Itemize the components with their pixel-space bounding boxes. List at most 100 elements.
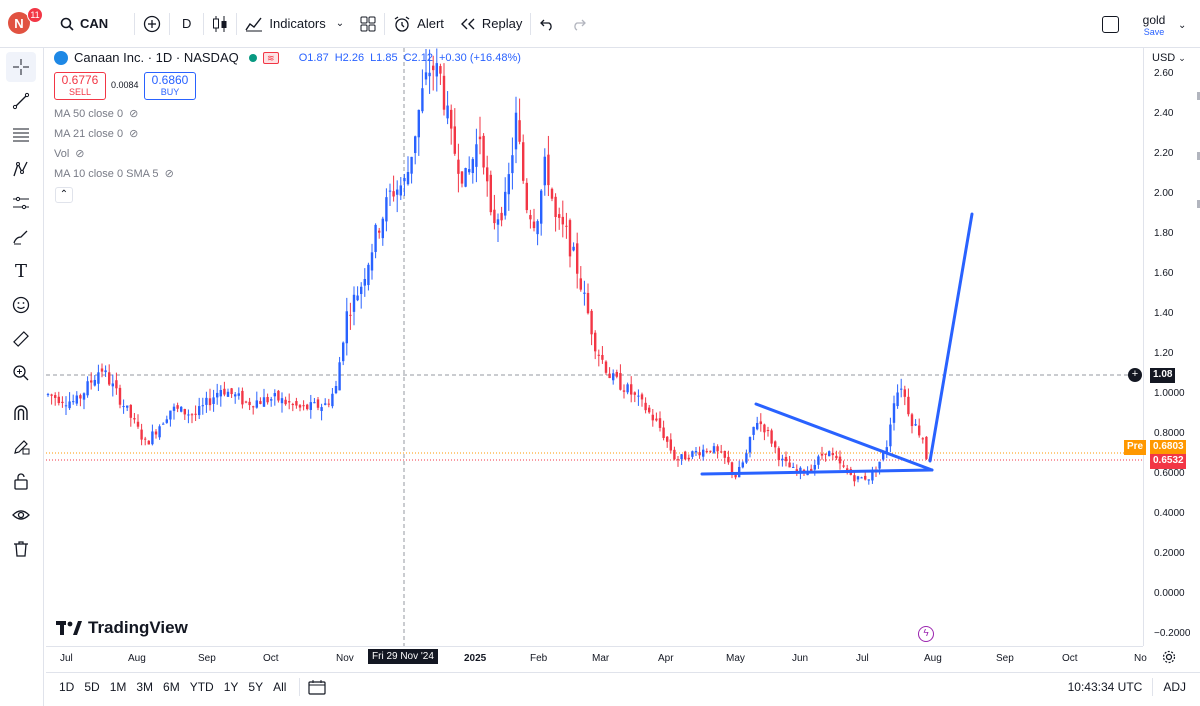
range-5y[interactable]: 5Y: [248, 679, 264, 694]
candle-body: [586, 292, 590, 314]
indicator-ma50[interactable]: MA 50 close 0 ⊘: [54, 107, 139, 121]
time-tick: Apr: [658, 653, 674, 664]
eye-off-icon[interactable]: ⊘: [75, 148, 85, 160]
redo-button[interactable]: [563, 8, 595, 40]
candle-body: [482, 135, 485, 168]
compare-button[interactable]: [135, 8, 169, 40]
candle-body: [662, 427, 665, 438]
range-1d[interactable]: 1D: [59, 679, 75, 694]
candle-body: [460, 171, 464, 184]
candle-body: [698, 452, 701, 456]
delete-tool[interactable]: [6, 534, 36, 564]
add-plus-icon[interactable]: +: [1128, 368, 1142, 382]
alert-button[interactable]: Alert: [385, 8, 452, 40]
eye-off-icon[interactable]: ⊘: [164, 168, 174, 180]
settings-gear-icon[interactable]: [1162, 650, 1176, 667]
crosshair-tool[interactable]: [6, 52, 36, 82]
replay-button[interactable]: Replay: [452, 8, 530, 40]
candle-body: [331, 393, 334, 407]
indicators-button[interactable]: Indicators ⌄: [237, 8, 352, 40]
pattern-tool[interactable]: [6, 154, 36, 184]
candle-body: [428, 72, 431, 77]
support-line[interactable]: [700, 468, 934, 476]
candle-body: [651, 414, 654, 421]
candle-body: [824, 453, 827, 455]
chevron-down-icon[interactable]: ⌄: [1178, 20, 1187, 31]
layouts-button[interactable]: [352, 8, 384, 40]
collapse-legend-button[interactable]: ⌃: [55, 187, 73, 203]
divider: [1152, 677, 1154, 696]
symbol-search-button[interactable]: CAN: [52, 8, 134, 40]
undo-button[interactable]: [531, 8, 563, 40]
candle-body: [381, 218, 384, 239]
lock-tool[interactable]: [6, 466, 36, 496]
calendar-range-icon[interactable]: [308, 679, 327, 695]
lock-drawings-pen-tool[interactable]: [6, 432, 36, 462]
icon-tool[interactable]: [6, 290, 36, 320]
trendline-tool[interactable]: [6, 86, 36, 116]
sell-button[interactable]: 0.6776 SELL: [54, 72, 106, 100]
time-tick: Jul: [60, 653, 73, 664]
adjust-toggle[interactable]: ADJ: [1163, 679, 1186, 694]
chart-type-button[interactable]: [204, 8, 236, 40]
candle-body: [540, 190, 543, 224]
fib-tool[interactable]: [6, 120, 36, 150]
candle-body: [867, 479, 870, 481]
candle-body: [316, 399, 320, 408]
indicator-vol[interactable]: Vol ⊘: [54, 147, 85, 161]
candle-body: [565, 225, 568, 227]
candle-body: [730, 462, 734, 473]
crosshair-icon: [13, 59, 29, 75]
user-avatar[interactable]: N: [8, 12, 30, 34]
indicator-ma10-sma5[interactable]: MA 10 close 0 SMA 5 ⊘: [54, 167, 174, 181]
brush-tool[interactable]: [6, 222, 36, 252]
range-3m[interactable]: 3M: [136, 679, 154, 694]
candle-body: [356, 295, 359, 301]
range-6m[interactable]: 6M: [163, 679, 180, 694]
forecast-tool[interactable]: [6, 188, 36, 218]
candle-body: [144, 438, 147, 440]
bottom-toolbar: 1D 5D 1M 3M 6M YTD 1Y 5Y All 10:43:34 UT…: [46, 672, 1200, 700]
indicator-ma21[interactable]: MA 21 close 0 ⊘: [54, 127, 139, 141]
candle-body: [345, 311, 348, 344]
price-chart[interactable]: [46, 48, 1143, 646]
range-all[interactable]: All: [273, 679, 287, 694]
candle-body: [684, 451, 687, 460]
ohlc-change: +0.30 (+16.48%): [438, 51, 521, 64]
trash-icon: [14, 541, 28, 557]
interval-button[interactable]: D: [170, 8, 203, 40]
currency-label[interactable]: USD ⌄: [1152, 52, 1186, 64]
eye-off-icon[interactable]: ⊘: [129, 128, 139, 140]
candle-body: [439, 66, 442, 74]
projection-line[interactable]: [928, 212, 974, 463]
resistance-trendline[interactable]: [754, 402, 934, 472]
candle-body: [432, 65, 435, 71]
candle-body: [295, 401, 298, 406]
visibility-tool[interactable]: [6, 500, 36, 530]
time-axis[interactable]: Jul Aug Sep Oct Nov 2025 Feb Mar Apr May Jun Jul Aug…: [46, 646, 1147, 668]
add-circle-icon: [143, 15, 161, 32]
range-5d[interactable]: 5D: [84, 679, 100, 694]
fullscreen-checkbox[interactable]: [1102, 16, 1119, 33]
text-tool[interactable]: T: [6, 256, 36, 286]
candle-body: [388, 190, 392, 192]
candle-body: [702, 449, 705, 457]
zoom-tool[interactable]: [6, 358, 36, 388]
lightning-icon[interactable]: ϟ: [918, 626, 934, 642]
measure-tool[interactable]: [6, 324, 36, 354]
candle-body: [770, 430, 773, 444]
candle-body: [748, 437, 752, 453]
eye-off-icon[interactable]: ⊘: [129, 108, 139, 120]
candle-body: [352, 294, 356, 312]
buy-button[interactable]: 0.6860 BUY: [144, 72, 196, 100]
candle-body: [507, 174, 510, 195]
magnet-tool[interactable]: [6, 398, 36, 428]
layout-save-button[interactable]: gold Save: [1138, 14, 1170, 38]
price-tick: 0.0000: [1154, 588, 1185, 599]
range-1m[interactable]: 1M: [109, 679, 127, 694]
range-ytd[interactable]: YTD: [189, 679, 214, 694]
range-1y[interactable]: 1Y: [223, 679, 239, 694]
utc-clock[interactable]: 10:43:34 UTC: [1067, 679, 1143, 694]
candle-body: [727, 456, 730, 463]
candle-body: [734, 473, 737, 478]
